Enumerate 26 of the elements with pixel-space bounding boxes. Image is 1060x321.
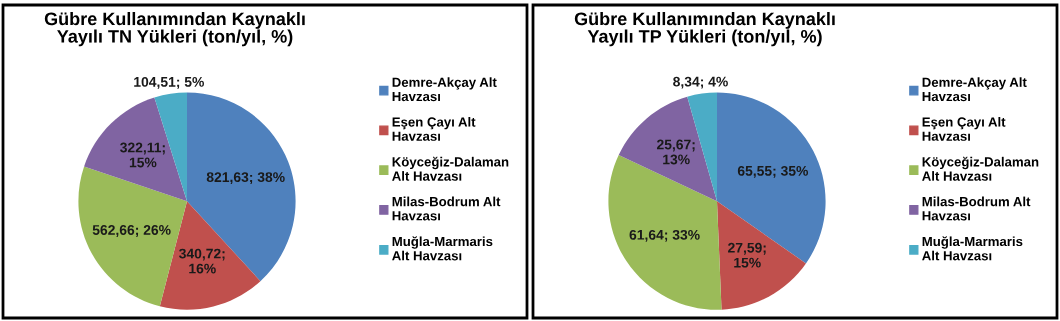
- data-label: 8,34; 4%: [673, 76, 728, 89]
- legend-label: Milas-Bodrum Alt Havzası: [922, 196, 1031, 221]
- chart-title: Gübre Kullanımından Kaynaklı Yayılı TN Yükleri (ton/yıl, %): [44, 12, 305, 47]
- data-label: 104,51; 5%: [134, 76, 204, 89]
- data-label: 25,67; 13%: [656, 139, 695, 165]
- legend-label: Eşen Çayı Alt Havzası: [922, 116, 1006, 141]
- data-label: 322,11; 15%: [120, 142, 165, 168]
- data-label: 27,59; 15%: [728, 242, 766, 268]
- data-label: 340,72; 16%: [179, 248, 225, 274]
- pie-slice: [717, 201, 806, 310]
- data-label: 61,64; 33%: [629, 229, 700, 242]
- chart-title: Gübre Kullanımından Kaynaklı Yayılı TP Yükleri (ton/yıl, %): [574, 12, 835, 47]
- legend-label: Eşen Çayı Alt Havzası: [392, 116, 476, 141]
- data-label: 562,66; 26%: [92, 225, 171, 237]
- pie-slice: [608, 155, 722, 310]
- legend-label: Demre-Akçay Alt Havzası: [922, 77, 1027, 102]
- legend-label: Muğla-Marmaris Alt Havzası: [392, 236, 493, 261]
- legend-label: Muğla-Marmaris Alt Havzası: [922, 236, 1023, 261]
- legend-label: Demre-Akçay Alt Havzası: [392, 77, 497, 102]
- pie-slice: [618, 96, 717, 202]
- legend-label: Milas-Bodrum Alt Havzası: [392, 196, 501, 221]
- legend-label: Köyceğiz-Dalaman Alt Havzası: [392, 156, 509, 181]
- data-label: 65,55; 35%: [737, 165, 809, 178]
- legend-label: Köyceğiz-Dalaman Alt Havzası: [922, 156, 1039, 181]
- pie-slice: [84, 97, 187, 202]
- data-label: 821,63; 38%: [206, 172, 285, 185]
